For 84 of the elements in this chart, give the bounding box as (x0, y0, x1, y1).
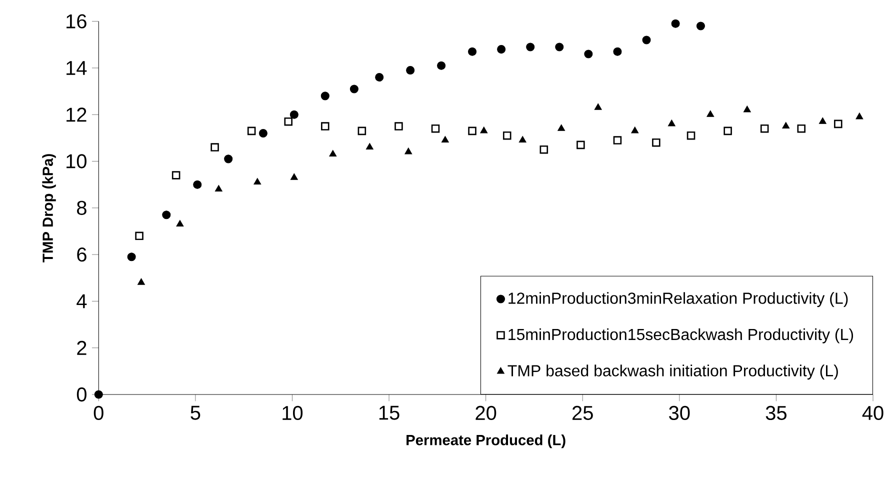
point (576, 140, 585, 150)
point (135, 232, 144, 240)
point (94, 390, 103, 399)
point (375, 73, 384, 82)
point (834, 120, 842, 128)
point (214, 185, 222, 192)
point (686, 132, 696, 140)
point (290, 110, 298, 119)
point (138, 278, 145, 285)
point (254, 178, 262, 185)
point (668, 120, 676, 126)
x-tick-label: 15 (379, 406, 400, 420)
point (176, 220, 184, 227)
point (502, 132, 512, 140)
point (696, 22, 705, 30)
x-tick-label: 5 (190, 406, 200, 420)
legend-label: 15minProduction15secBackwash Productivity (L) (508, 328, 854, 344)
point (594, 103, 602, 110)
point (329, 150, 337, 157)
y-tick-label: 12 (66, 108, 86, 122)
point (613, 136, 622, 144)
point (290, 173, 298, 180)
point (468, 47, 477, 56)
point (127, 252, 136, 262)
legend-label: 12minProduction3minRelaxation Productivity (L) (508, 292, 848, 308)
x-tick-label: 25 (572, 406, 593, 420)
x-tick-label: 35 (766, 406, 786, 420)
point (224, 154, 233, 164)
y-tick-label: 4 (76, 294, 87, 308)
y-tick-label: 8 (77, 200, 86, 216)
point (652, 138, 660, 147)
y-tick-label: 14 (66, 61, 87, 75)
point (258, 129, 268, 138)
point (558, 124, 566, 131)
x-tick-label: 0 (94, 406, 104, 420)
point (406, 66, 415, 75)
point (671, 19, 680, 28)
y-tick-label: 0 (76, 388, 86, 402)
point (431, 124, 440, 133)
point (441, 136, 449, 143)
point (162, 210, 171, 220)
x-tick-label: 10 (282, 406, 303, 420)
point (247, 126, 256, 136)
point (555, 42, 564, 52)
x-axis-title: Permeate Produced (L) (406, 434, 566, 448)
point (743, 106, 751, 112)
point (468, 126, 476, 136)
point (358, 126, 366, 136)
point (210, 143, 219, 152)
x-tick-label: 40 (862, 406, 884, 420)
point (613, 47, 622, 56)
point (584, 50, 593, 58)
point (642, 36, 651, 44)
point (366, 143, 374, 150)
y-tick-label: 10 (66, 154, 86, 168)
point (540, 146, 548, 154)
point (350, 84, 358, 94)
point (797, 124, 806, 133)
point (518, 136, 526, 143)
point (437, 61, 446, 70)
point (497, 45, 506, 54)
point (394, 122, 403, 131)
point (321, 122, 330, 131)
point (284, 118, 292, 126)
point (172, 171, 180, 180)
y-tick-label: 16 (66, 14, 86, 28)
y-tick-label: 2 (77, 340, 86, 355)
point (404, 148, 412, 154)
y-tick-label: 6 (77, 248, 86, 262)
point (724, 126, 732, 136)
x-tick-label: 30 (669, 406, 690, 420)
point (782, 122, 790, 129)
point (193, 180, 202, 189)
point (631, 126, 639, 134)
point (818, 117, 826, 124)
point (760, 124, 769, 133)
point (856, 112, 864, 120)
x-tick-label: 20 (476, 406, 496, 420)
legend-label: TMP based backwash initiation Productivity (L) (508, 364, 838, 380)
y-axis-title: TMP Drop (kPa) (42, 154, 56, 262)
point (480, 126, 488, 134)
point (706, 110, 714, 117)
point (320, 92, 330, 100)
point (526, 42, 535, 52)
